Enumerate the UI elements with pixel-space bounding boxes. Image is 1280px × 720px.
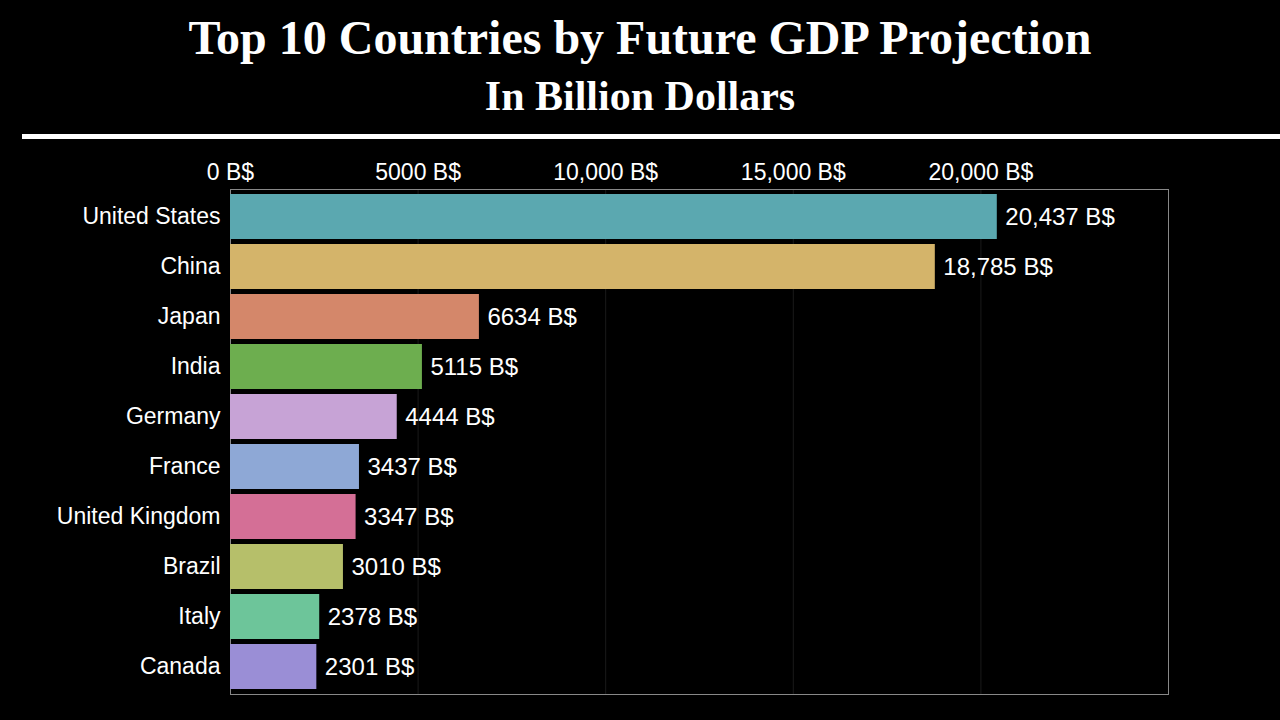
- svg-text:20,437 B$: 20,437 B$: [1005, 203, 1114, 230]
- svg-text:3010 B$: 3010 B$: [351, 553, 440, 580]
- svg-text:Germany: Germany: [126, 403, 221, 429]
- svg-text:Japan: Japan: [158, 303, 221, 329]
- svg-text:3437 B$: 3437 B$: [367, 453, 456, 480]
- svg-text:United Kingdom: United Kingdom: [57, 503, 221, 529]
- svg-text:18,785 B$: 18,785 B$: [943, 253, 1052, 280]
- svg-text:United States: United States: [82, 203, 220, 229]
- svg-text:Brazil: Brazil: [163, 553, 221, 579]
- svg-text:0 B$: 0 B$: [207, 159, 255, 185]
- svg-text:5000 B$: 5000 B$: [375, 159, 461, 185]
- svg-text:2301 B$: 2301 B$: [325, 653, 414, 680]
- svg-text:4444 B$: 4444 B$: [405, 403, 494, 430]
- svg-text:India: India: [171, 353, 221, 379]
- svg-text:China: China: [160, 253, 220, 279]
- svg-text:10,000 B$: 10,000 B$: [553, 159, 658, 185]
- svg-text:15,000 B$: 15,000 B$: [741, 159, 846, 185]
- svg-text:France: France: [149, 453, 221, 479]
- html-text:In Billion Dollars: In Billion Dollars: [484, 73, 796, 119]
- svg-text:5115 B$: 5115 B$: [430, 353, 518, 380]
- svg-text:20,000 B$: 20,000 B$: [928, 159, 1033, 185]
- svg-text:2378 B$: 2378 B$: [328, 603, 417, 630]
- svg-text:6634 B$: 6634 B$: [487, 303, 576, 330]
- html-text:Top 10 Countries by Future GDP: Top 10 Countries by Future GDP Projectio…: [188, 11, 1092, 64]
- svg-text:Canada: Canada: [140, 653, 221, 679]
- svg-text:Italy: Italy: [178, 603, 221, 629]
- svg-text:3347 B$: 3347 B$: [364, 503, 453, 530]
